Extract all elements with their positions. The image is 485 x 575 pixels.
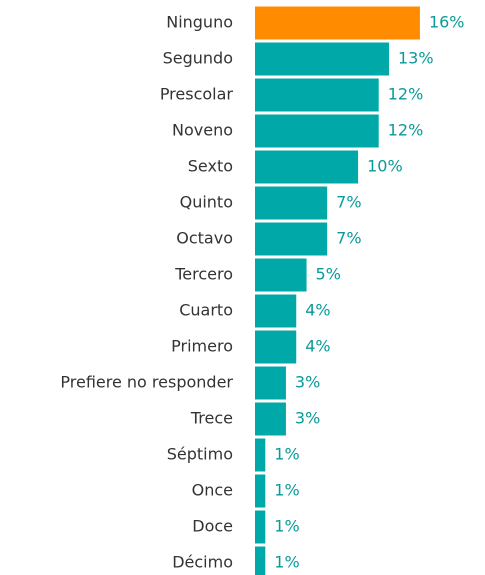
value-label: 1% — [274, 481, 299, 500]
category-label: Cuarto — [179, 301, 233, 320]
value-label: 1% — [274, 553, 299, 572]
value-label: 3% — [295, 373, 320, 392]
bar — [255, 366, 286, 400]
bar — [255, 6, 420, 40]
value-label: 10% — [367, 157, 403, 176]
bar — [255, 186, 328, 220]
value-label: 16% — [429, 13, 465, 32]
bar — [255, 42, 390, 76]
bar — [255, 222, 328, 256]
bar — [255, 258, 307, 292]
category-label: Primero — [171, 337, 233, 356]
value-label: 4% — [305, 337, 330, 356]
bar — [255, 402, 286, 436]
category-label: Tercero — [174, 265, 233, 284]
bar — [255, 546, 266, 575]
value-label: 7% — [336, 193, 361, 212]
category-label: Octavo — [176, 229, 233, 248]
bar — [255, 330, 297, 364]
value-label: 7% — [336, 229, 361, 248]
value-label: 12% — [388, 121, 424, 140]
bar — [255, 114, 379, 148]
bar — [255, 438, 266, 472]
category-label: Quinto — [180, 193, 233, 212]
value-label: 3% — [295, 409, 320, 428]
category-label: Décimo — [172, 553, 233, 572]
category-label: Ninguno — [166, 13, 233, 32]
value-label: 12% — [388, 85, 424, 104]
bar — [255, 150, 359, 184]
value-label: 1% — [274, 445, 299, 464]
bar — [255, 78, 379, 112]
value-label: 5% — [316, 265, 341, 284]
category-label: Sexto — [188, 157, 233, 176]
category-label: Prefiere no responder — [60, 373, 233, 392]
bar — [255, 294, 297, 328]
category-label: Segundo — [163, 49, 233, 68]
value-label: 1% — [274, 517, 299, 536]
category-label: Doce — [192, 517, 233, 536]
category-label: Once — [192, 481, 233, 500]
bar — [255, 474, 266, 508]
value-label: 4% — [305, 301, 330, 320]
value-label: 13% — [398, 49, 434, 68]
bar — [255, 510, 266, 544]
category-label: Trece — [190, 409, 233, 428]
category-label: Noveno — [172, 121, 233, 140]
category-label: Séptimo — [167, 445, 233, 464]
category-label: Prescolar — [160, 85, 234, 104]
